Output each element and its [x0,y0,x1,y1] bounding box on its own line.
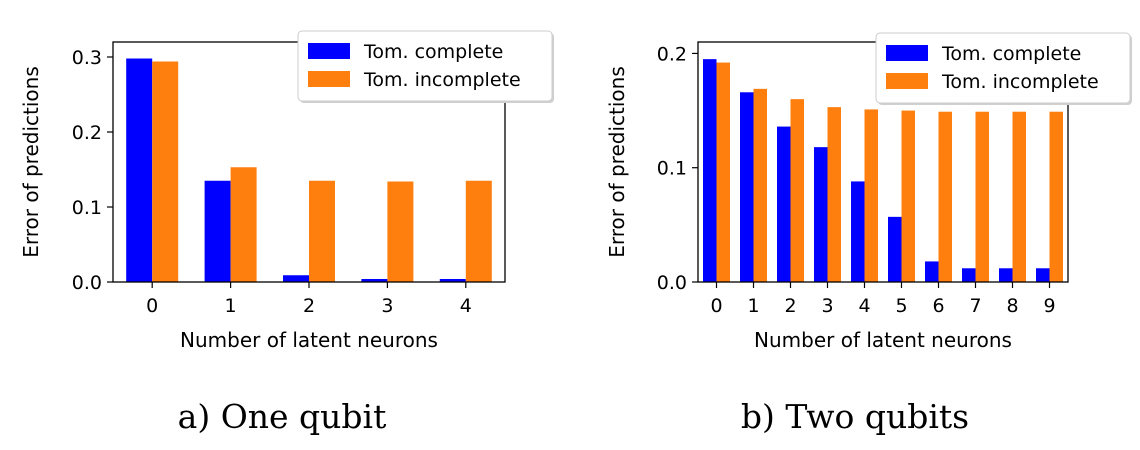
bar-complete-4 [851,181,865,282]
x-tick-label: 4 [460,295,472,317]
bar-complete-0 [703,59,717,283]
x-axis-label: Number of latent neurons [180,328,438,352]
bar-complete-9 [1036,268,1050,282]
bar-complete-2 [777,126,791,282]
legend-label-incomplete: Tom. incomplete [941,71,1099,93]
x-tick-label: 8 [1006,295,1018,317]
x-tick-label: 0 [146,295,158,317]
y-tick-label: 0.0 [72,272,102,294]
x-tick-label: 3 [821,295,833,317]
bar-complete-4 [439,279,466,282]
bar-complete-7 [962,268,976,282]
bar-incomplete-3 [827,107,841,283]
bar-incomplete-2 [790,99,804,283]
panel-one-qubit: 0 1 2 3 4 0.0 0.1 0.2 0.3 Number of latent neuron… [19,30,554,436]
legend-label-incomplete: Tom. incomplete [363,69,521,91]
bar-incomplete-2 [309,180,335,282]
legend-swatch-incomplete [886,73,928,89]
legend-swatch-complete [886,45,928,61]
bar-complete-5 [888,216,902,282]
x-tick-label: 2 [303,295,315,317]
x-axis-label: Number of latent neurons [754,328,1012,352]
bar-incomplete-4 [864,109,878,282]
panel-caption: b) Two qubits [741,397,969,436]
bar-complete-3 [361,279,388,282]
x-tick-label: 4 [858,295,870,317]
bar-incomplete-4 [465,180,492,282]
panel-two-qubits: 0 1 2 3 4 5 6 7 8 9 0.0 0.1 0.2 Number of latent neur… [605,32,1132,436]
legend-label-complete: Tom. complete [363,41,503,63]
legend: Tom. complete Tom. incomplete [297,30,554,103]
legend: Tom. complete Tom. incomplete [875,32,1132,105]
bar-complete-2 [283,275,309,282]
bar-incomplete-9 [1049,111,1063,282]
bar-complete-0 [126,58,153,282]
bar-incomplete-0 [152,61,179,282]
bar-complete-3 [814,147,828,282]
x-tick-label: 3 [381,295,393,317]
y-tick-label: 0.2 [72,122,102,144]
bar-incomplete-1 [753,88,767,282]
bar-complete-8 [999,268,1013,282]
x-tick-label: 1 [747,295,759,317]
y-tick-label: 0.2 [657,43,687,65]
y-tick-label: 0.1 [657,158,687,180]
x-tick-label: 7 [969,295,981,317]
legend-box [297,30,553,102]
y-tick-label: 0.3 [72,47,102,69]
x-tick-label: 2 [784,295,796,317]
legend-label-complete: Tom. complete [941,43,1081,65]
legend-box [875,32,1131,104]
bar-incomplete-1 [230,167,257,282]
bar-incomplete-7 [975,111,989,282]
x-tick-label: 9 [1043,295,1055,317]
x-tick-label: 6 [932,295,944,317]
y-axis-label: Error of predictions [19,66,43,258]
bar-incomplete-8 [1012,111,1026,282]
bar-complete-1 [740,92,754,283]
y-axis-label: Error of predictions [605,66,629,258]
y-tick-label: 0.1 [72,197,102,219]
bar-complete-1 [204,180,231,282]
legend-swatch-incomplete [308,71,350,87]
x-tick-label: 5 [895,295,907,317]
bar-incomplete-6 [938,111,952,282]
legend-swatch-complete [308,43,350,59]
x-tick-label: 1 [225,295,237,317]
bar-incomplete-3 [387,181,414,282]
y-tick-label: 0.0 [657,272,687,294]
x-tick-label: 0 [710,295,722,317]
bar-incomplete-0 [716,62,730,283]
panel-caption: a) One qubit [178,397,387,436]
bar-complete-6 [925,261,939,282]
bar-incomplete-5 [901,110,915,282]
